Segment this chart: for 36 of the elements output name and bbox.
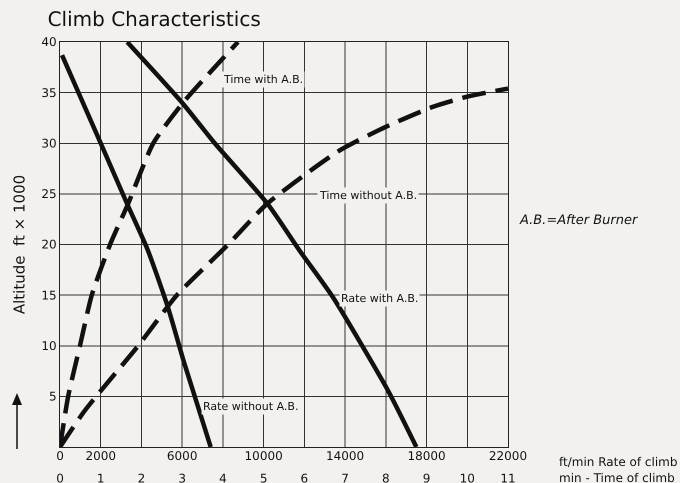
y-tick-label: 10 — [41, 338, 57, 353]
x-tick-label: 8 — [382, 471, 390, 483]
x-tick-label: 4 — [219, 471, 227, 483]
x-tick-label: 6 — [300, 471, 308, 483]
x-tick-label: 7 — [341, 471, 349, 483]
x2-tick-label: 6000 — [166, 449, 198, 463]
x2-tick-label: 2000 — [85, 449, 116, 463]
series-label: Rate with A.B. — [341, 292, 418, 305]
x-tick-label: 11 — [500, 471, 516, 483]
chart-title: Climb Characteristics — [48, 7, 261, 32]
y-tick-label: 25 — [41, 187, 57, 202]
y-tick-label: 15 — [41, 288, 57, 302]
x-tick-label: 5 — [260, 471, 268, 483]
series-label: Time with A.B. — [223, 73, 304, 86]
x-tick-label: 10 — [460, 471, 475, 483]
x-tick-label: 9 — [422, 471, 430, 483]
y-tick-label: 35 — [41, 86, 57, 100]
y-tick-label: 40 — [41, 35, 57, 50]
x2-tick-label: 18000 — [407, 449, 446, 463]
x2-tick-label: 0 — [56, 449, 64, 463]
x2-tick-label: 14000 — [326, 449, 364, 463]
x-axis-title: min - Time of climb — [559, 471, 675, 483]
x2-axis-title: ft/min Rate of climb — [559, 455, 678, 469]
x-tick-label: 2 — [138, 471, 146, 483]
y-tick-label: 5 — [48, 390, 57, 404]
text: A.B.=After Burner — [519, 213, 639, 228]
y-tick-label: 30 — [41, 136, 57, 150]
series-label: Time without A.B. — [319, 189, 418, 202]
x-tick-label: 3 — [178, 471, 186, 483]
x2-tick-label: 10000 — [244, 449, 283, 463]
x-tick-label: 0 — [56, 471, 64, 483]
x2-tick-label: 22000 — [488, 449, 528, 463]
y-axis-title: Altitude ft × 1000 — [10, 174, 29, 314]
y-tick-label: 20 — [41, 238, 57, 252]
series-label: Rate without A.B. — [203, 400, 298, 413]
x-tick-label: 1 — [96, 471, 105, 483]
